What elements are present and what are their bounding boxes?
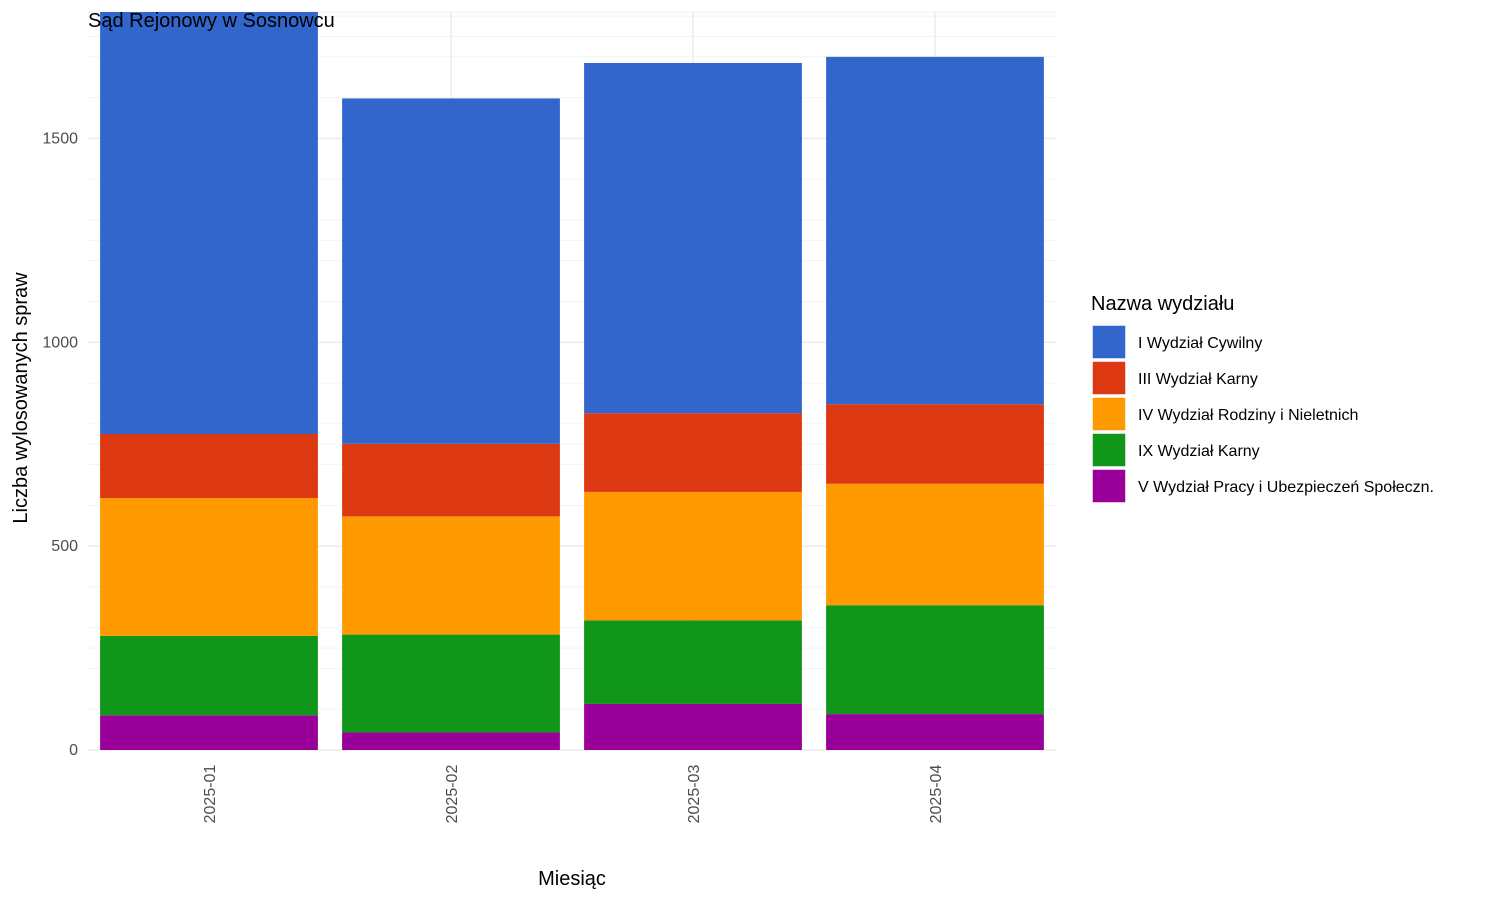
bar-segment [826,56,1044,405]
x-tick-label: 2025-02 [444,765,461,824]
y-tick-label: 1500 [42,130,78,147]
legend: Nazwa wydziału I Wydział Cywilny III Wydz… [1091,293,1434,504]
x-axis-tick-labels: 2025-01 2025-02 2025-03 2025-04 [202,765,945,824]
legend-items: I Wydział Cywilny III Wydział Karny IV Wyd… [1091,324,1434,504]
chart-title: Sąd Rejonowy w Sosnowcu [88,10,335,32]
legend-label: III Wydział Karny [1138,371,1258,388]
y-axis-title: Liczba wylosowanych spraw [10,272,32,524]
bar-segment [826,404,1044,484]
x-tick-label: 2025-04 [928,765,945,824]
bar-segment [584,703,802,750]
bar-segment [342,732,560,750]
x-axis-title: Miesiąc [538,868,606,890]
bar-segment [100,715,318,750]
legend-label: V Wydział Pracy i Ubezpieczeń Społeczn. [1138,479,1434,496]
bar-segment [100,12,318,435]
bar-segment [584,413,802,492]
bar-segment [584,62,802,414]
legend-swatch [1091,432,1127,468]
bar-segment [100,498,318,636]
bar-segment [342,443,560,517]
bar-segment [826,483,1044,606]
bar-segment [342,634,560,733]
legend-swatch [1091,396,1127,432]
y-tick-label: 1000 [42,334,78,351]
bar-segment [100,434,318,499]
legend-label: I Wydział Cywilny [1138,335,1262,352]
bar-segment [342,516,560,635]
legend-label: IX Wydział Karny [1138,443,1260,460]
legend-swatch [1091,324,1127,360]
bars [100,12,1044,750]
bar-segment [826,605,1044,715]
legend-label: IV Wydział Rodziny i Nieletnich [1138,407,1358,424]
bar-segment [100,635,318,716]
x-tick-label: 2025-03 [686,765,703,824]
y-tick-label: 500 [51,538,78,555]
y-tick-label: 0 [69,742,78,759]
legend-title: Nazwa wydziału [1091,293,1234,315]
bar-segment [342,98,560,444]
y-axis-tick-labels: 0 500 1000 1500 [42,130,78,759]
x-tick-label: 2025-01 [202,765,219,824]
bar-segment [584,620,802,704]
legend-swatch [1091,360,1127,396]
legend-swatch [1091,468,1127,504]
bar-segment [584,491,802,621]
bar-segment [826,714,1044,750]
